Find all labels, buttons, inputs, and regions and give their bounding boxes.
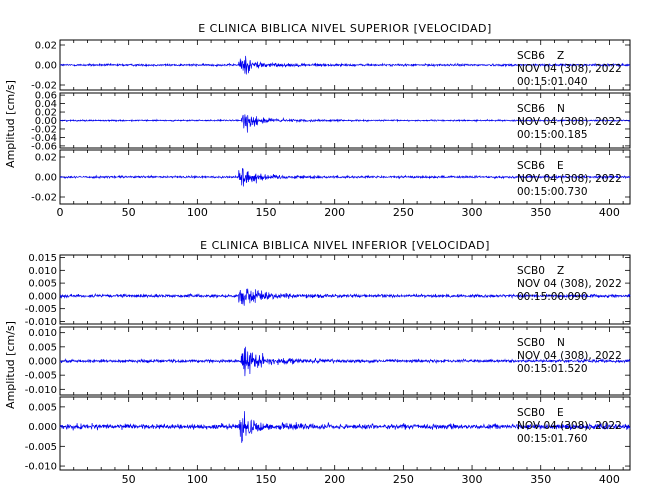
station-code: SCB6 <box>517 103 545 115</box>
x-tick-label: 400 <box>599 473 620 486</box>
x-tick-label: 300 <box>462 206 483 219</box>
component-label: N <box>557 337 565 349</box>
y-tick-label: 0.000 <box>28 357 57 368</box>
record-date: NOV 04 (308), 2022 <box>517 173 622 185</box>
record-time: 00:15:01.040 <box>517 76 588 88</box>
y-tick-label: 0.02 <box>35 41 57 52</box>
y-tick-label: -0.010 <box>25 385 57 396</box>
y-tick-label: 0.015 <box>28 253 57 264</box>
y-tick-label: 0.04 <box>35 99 57 110</box>
y-tick-label: -0.02 <box>31 124 57 135</box>
station-code: SCB0 <box>517 337 545 349</box>
waveform-trace-scb6-z <box>59 55 631 75</box>
station-code: SCB6 <box>517 160 545 172</box>
record-date: NOV 04 (308), 2022 <box>517 278 622 290</box>
component-label: Z <box>557 265 564 277</box>
y-tick-label: -0.02 <box>31 193 57 204</box>
y-tick-label: 0.005 <box>28 402 57 413</box>
x-tick-label: 50 <box>122 473 136 486</box>
x-tick-label: 350 <box>530 206 551 219</box>
chart-title: E CLINICA BIBLICA NIVEL SUPERIOR [VELOCI… <box>198 22 492 35</box>
y-axis-label: Amplitud [cm/s] <box>4 321 17 409</box>
component-label: E <box>557 407 564 419</box>
record-time: 00:15:00.185 <box>517 129 588 141</box>
record-time: 00:15:01.520 <box>517 363 588 375</box>
record-time: 00:15:00.090 <box>517 291 588 303</box>
y-tick-label: -0.010 <box>25 317 57 328</box>
waveform-trace-scb6-n <box>59 114 631 133</box>
waveform-trace-scb0-n <box>59 346 631 377</box>
y-tick-label: 0.005 <box>28 279 57 290</box>
y-tick-label: 0.010 <box>28 266 57 277</box>
x-tick-label: 250 <box>393 206 414 219</box>
y-tick-label: -0.04 <box>31 133 57 144</box>
y-tick-label: -0.005 <box>25 371 57 382</box>
station-code: SCB6 <box>517 50 545 62</box>
y-tick-label: 0.06 <box>35 91 57 102</box>
station-code: SCB0 <box>517 407 545 419</box>
station-code: SCB0 <box>517 265 545 277</box>
x-tick-label: 250 <box>393 473 414 486</box>
y-tick-label: -0.02 <box>31 81 57 92</box>
y-tick-label: 0.00 <box>35 173 57 184</box>
y-tick-label: 0.02 <box>35 108 57 119</box>
x-tick-label: 100 <box>187 473 208 486</box>
y-tick-label: 0.000 <box>28 422 57 433</box>
y-tick-label: -0.005 <box>25 304 57 315</box>
x-tick-label: 300 <box>462 473 483 486</box>
record-date: NOV 04 (308), 2022 <box>517 63 622 75</box>
component-label: N <box>557 103 565 115</box>
panel-frame <box>59 254 631 325</box>
y-tick-label: 0.00 <box>35 61 57 72</box>
y-tick-label: -0.010 <box>25 462 57 473</box>
y-tick-label: 0.00 <box>35 116 57 127</box>
y-tick-label: 0.02 <box>35 153 57 164</box>
y-axis-label: Amplitud [cm/s] <box>4 80 17 168</box>
record-date: NOV 04 (308), 2022 <box>517 420 622 432</box>
x-tick-label: 50 <box>122 206 136 219</box>
x-tick-label: 100 <box>187 206 208 219</box>
y-tick-label: 0.005 <box>28 342 57 353</box>
x-tick-label: 150 <box>256 206 277 219</box>
x-tick-label: 150 <box>256 473 277 486</box>
x-tick-label: 200 <box>324 206 345 219</box>
y-tick-label: -0.06 <box>31 141 57 152</box>
y-tick-label: -0.005 <box>25 442 57 453</box>
x-tick-label: 350 <box>530 473 551 486</box>
component-label: E <box>557 160 564 172</box>
x-tick-label: 200 <box>324 473 345 486</box>
record-date: NOV 04 (308), 2022 <box>517 116 622 128</box>
component-label: Z <box>557 50 564 62</box>
waveform-trace-scb0-z <box>59 288 631 306</box>
waveform-trace-scb6-e <box>59 168 631 187</box>
x-tick-label: 0 <box>57 206 64 219</box>
y-tick-label: 0.010 <box>28 328 57 339</box>
x-tick-label: 400 <box>599 206 620 219</box>
chart-title: E CLINICA BIBLICA NIVEL INFERIOR [VELOCI… <box>200 239 490 252</box>
record-time: 00:15:00.730 <box>517 186 588 198</box>
waveform-trace-scb0-e <box>59 411 631 443</box>
record-date: NOV 04 (308), 2022 <box>517 350 622 362</box>
panel-frame <box>59 396 631 471</box>
y-tick-label: 0.000 <box>28 291 57 302</box>
record-time: 00:15:01.760 <box>517 433 588 445</box>
